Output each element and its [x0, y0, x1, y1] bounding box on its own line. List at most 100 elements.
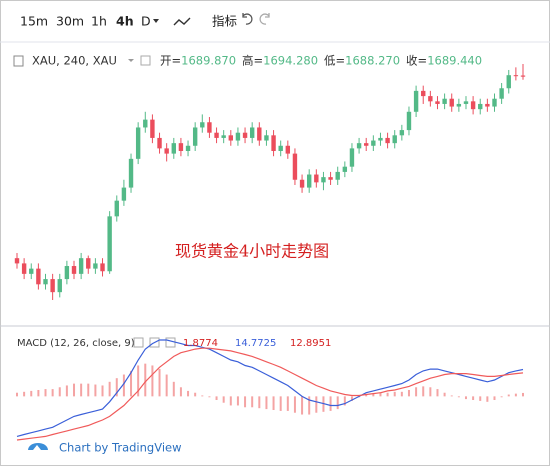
ohlc-value: 1689.870: [181, 54, 236, 68]
candle-body: [485, 103, 490, 107]
candle-body: [299, 179, 305, 188]
histogram-bar: [472, 396, 475, 400]
candle-body: [228, 135, 234, 141]
histogram-bar: [236, 396, 239, 406]
ohlc-value: 1694.280: [263, 54, 318, 68]
candle-body: [292, 153, 298, 180]
histogram-bar: [293, 396, 296, 413]
candle-body: [364, 143, 369, 146]
histogram-bar: [179, 387, 182, 397]
histogram-bar: [65, 385, 68, 397]
candle-body: [278, 145, 283, 151]
ohlc-label: 开=: [160, 54, 181, 68]
histogram-bar: [365, 394, 368, 397]
candle-body: [378, 137, 383, 141]
candle-body: [478, 103, 483, 110]
histogram-bar: [372, 393, 375, 397]
candle-body: [399, 130, 405, 136]
histogram-bar: [244, 396, 247, 408]
candle-body: [150, 119, 155, 138]
candle-body: [513, 75, 519, 77]
interval-button[interactable]: 15m: [20, 14, 48, 29]
histogram-bar: [479, 396, 482, 401]
histogram-bar: [215, 396, 218, 400]
candle-body: [456, 103, 462, 107]
candle-body: [100, 263, 105, 272]
histogram-bar: [422, 386, 425, 397]
candle-body: [335, 171, 340, 180]
histogram-bar: [500, 396, 503, 398]
histogram-bar: [122, 374, 125, 397]
tv-logo: [28, 443, 48, 450]
histogram-bar: [108, 381, 111, 397]
candle-body: [214, 132, 219, 138]
candle-body: [14, 258, 20, 264]
candle-body: [421, 90, 426, 97]
candle-body: [43, 279, 48, 285]
histogram-bar: [94, 384, 97, 397]
interval-button[interactable]: D: [141, 14, 151, 29]
candle-body: [520, 75, 526, 77]
histogram-bar: [222, 396, 225, 403]
interval-button[interactable]: 1h: [91, 14, 107, 29]
histogram-bar: [101, 385, 104, 397]
ohlc-label: 高=: [242, 54, 263, 68]
candle-body: [428, 96, 433, 102]
histogram-bar: [172, 381, 175, 397]
histogram-bar: [115, 378, 118, 397]
symbol-dropdown[interactable]: [128, 59, 134, 62]
macd-settings-icon[interactable]: [149, 337, 160, 348]
histogram-bar: [16, 392, 18, 397]
histogram-bar: [329, 396, 332, 411]
histogram-bar: [187, 390, 190, 397]
candle-body: [207, 122, 212, 133]
histogram-bar: [315, 396, 318, 413]
candle-body: [314, 174, 319, 183]
histogram-bar: [457, 396, 460, 398]
macd-signal: [16, 347, 524, 441]
candle-body: [406, 111, 412, 131]
interval-button[interactable]: 30m: [56, 14, 84, 29]
candle-body: [506, 75, 511, 89]
indicator-icon[interactable]: [173, 17, 191, 26]
histogram-bar: [507, 394, 510, 397]
undo-icon[interactable]: [242, 13, 253, 25]
histogram-bar: [443, 392, 446, 397]
histogram-bar: [336, 396, 339, 410]
candle-body: [371, 140, 376, 146]
candle-body: [114, 200, 119, 217]
candle-body: [21, 263, 27, 274]
macd-eye-icon[interactable]: [133, 337, 144, 348]
ohlc-value: 1689.440: [427, 54, 482, 68]
histogram-bar: [23, 391, 26, 397]
candle-body: [264, 135, 269, 141]
candle-body: [342, 166, 348, 172]
indicators-button[interactable]: 指标: [212, 14, 237, 29]
ohlc-label: 低=: [324, 54, 345, 68]
candle-body: [470, 101, 476, 110]
redo-icon[interactable]: [259, 13, 270, 25]
candle-body: [449, 98, 454, 107]
histogram-bar: [514, 393, 517, 397]
histogram-bar: [301, 396, 304, 415]
histogram-bar: [308, 396, 311, 415]
histogram-bar: [137, 365, 140, 397]
histogram-bar: [165, 374, 168, 397]
interval-button[interactable]: 4h: [116, 14, 134, 29]
eye-icon[interactable]: [140, 55, 151, 66]
histogram-bar: [208, 396, 211, 398]
histogram-bar: [393, 391, 396, 397]
candle-body: [285, 145, 291, 154]
histogram-bar: [87, 383, 90, 397]
histogram-bar: [386, 392, 389, 397]
histogram-bar: [464, 396, 467, 400]
candle-body: [78, 258, 84, 274]
histogram-bar: [258, 396, 261, 409]
candle-body: [442, 98, 447, 104]
candle-body: [157, 137, 162, 149]
candle-body: [235, 132, 241, 141]
histogram-bar: [251, 396, 254, 408]
dropdown-arrow[interactable]: [153, 19, 159, 23]
